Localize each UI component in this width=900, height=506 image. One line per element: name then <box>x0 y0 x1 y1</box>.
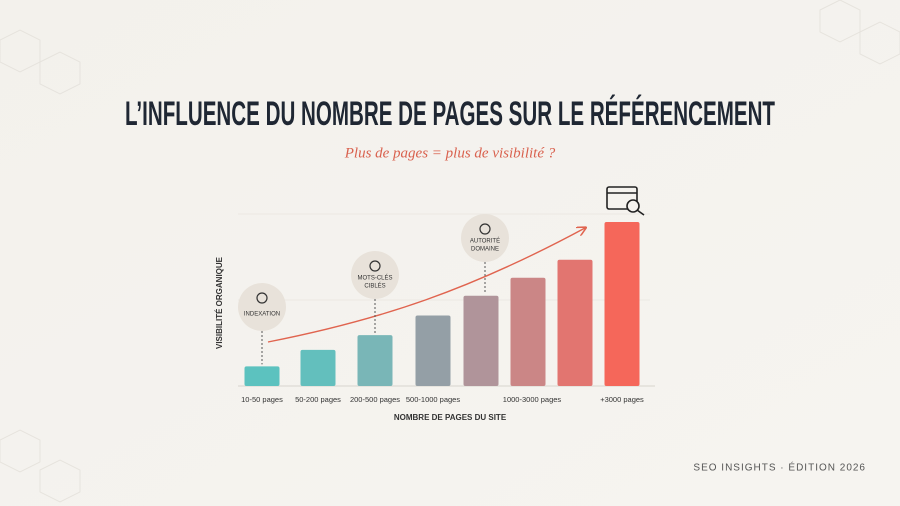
search-icon <box>606 186 645 216</box>
annotation-icon <box>369 260 381 272</box>
annotation-label: DOMAINE <box>471 247 499 253</box>
bar <box>300 349 336 386</box>
x-axis-label: NOMBRE DE PAGES DU SITE <box>394 413 507 422</box>
annotation-label: MOTS-CLÉS <box>357 275 392 282</box>
x-tick-label: 1000-3000 pages <box>503 395 562 404</box>
annotation-label: CIBLÉS <box>364 283 385 290</box>
bar <box>604 222 640 386</box>
y-axis-label: VISIBILITÉ ORGANIQUE <box>215 256 224 349</box>
x-tick-label: 50-200 pages <box>295 395 341 404</box>
footer: SEO INSIGHTS · ÉDITION 2026 <box>693 461 866 474</box>
bar <box>244 366 280 386</box>
bar <box>510 277 546 386</box>
trend-arrow <box>267 228 585 343</box>
x-tick-label: 500-1000 pages <box>406 395 460 404</box>
bar <box>463 295 499 386</box>
annotation-icon <box>479 223 491 235</box>
bar <box>557 259 593 386</box>
bar <box>415 315 451 386</box>
annotation-icon <box>256 292 268 304</box>
bar <box>357 335 393 386</box>
x-tick-label: 200-500 pages <box>350 395 400 404</box>
chart-title: L’INFLUENCE DU NOMBRE DE PAGES SUR LE RÉ… <box>125 95 775 133</box>
x-tick-label: +3000 pages <box>600 395 644 404</box>
annotation-bubble <box>238 283 286 331</box>
annotation-label: AUTORITÉ <box>470 238 500 245</box>
chart-subtitle: Plus de pages = plus de visibilité ? <box>344 145 556 161</box>
annotation-bubble <box>461 214 509 262</box>
annotation-label: INDEXATION <box>244 312 280 318</box>
annotation-bubble <box>351 251 399 299</box>
x-tick-label: 10-50 pages <box>241 395 283 404</box>
